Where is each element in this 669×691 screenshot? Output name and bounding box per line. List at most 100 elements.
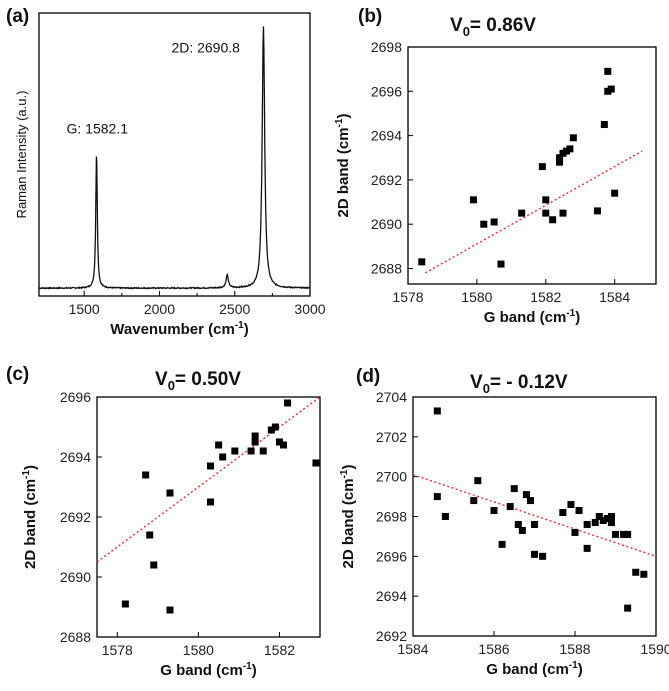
data-point (284, 399, 292, 407)
chart-title: V0= 0.50V (155, 369, 241, 393)
y-tick-label: 2696 (371, 83, 402, 99)
x-tick-label: 2500 (219, 301, 250, 317)
y-tick-label: 2698 (371, 39, 402, 55)
fit-line (96, 396, 321, 563)
data-point (559, 209, 567, 217)
data-point (539, 552, 547, 560)
data-point (591, 518, 599, 526)
x-tick-label: 1586 (478, 641, 509, 657)
data-point (470, 497, 478, 505)
y-axis-label: 2D band (cm-1) (21, 465, 39, 569)
data-point (146, 531, 154, 539)
data-point (433, 493, 441, 501)
data-point (518, 209, 526, 217)
x-tick-label: 1588 (559, 641, 590, 657)
data-point (531, 520, 538, 528)
panel-d: (d) 1584 1586 1588 1590 2692 2694 2696 2698 2700 2… (339, 366, 669, 678)
annotation-g-peak: G: 1582.1 (67, 121, 129, 137)
data-point (215, 441, 223, 449)
data-point (510, 485, 518, 493)
data-point (275, 438, 283, 446)
x-tick-label: 1582 (530, 289, 561, 305)
data-point (559, 509, 567, 517)
data-point (271, 423, 279, 431)
y-axis-label: 2D band (cm-1) (334, 114, 352, 218)
plot-frame (412, 396, 657, 637)
x-tick-label: 1590 (640, 641, 669, 657)
data-point (121, 600, 129, 608)
data-point (312, 459, 320, 467)
panel-label: (c) (6, 364, 29, 385)
data-point (538, 163, 546, 171)
x-tick-label: 1578 (102, 642, 133, 658)
data-point (259, 447, 267, 455)
data-point (498, 540, 506, 548)
y-axis-label: 2D band (cm-1) (339, 465, 357, 569)
data-point (518, 526, 526, 534)
data-point (219, 453, 227, 461)
data-point (607, 513, 615, 520)
y-tick-label: 2698 (376, 509, 407, 525)
data-point (506, 503, 514, 511)
data-point (549, 216, 557, 224)
y-tick-label: 2692 (376, 628, 407, 644)
data-point (567, 501, 575, 509)
y-tick-label: 2700 (376, 469, 407, 485)
data-point (469, 196, 477, 204)
data-point (595, 513, 603, 520)
data-point (611, 189, 619, 197)
x-tick-label: 1578 (392, 289, 423, 305)
x-tick-label: 1582 (264, 642, 295, 658)
y-tick-label: 2688 (371, 260, 402, 276)
data-point (207, 498, 215, 506)
data-point (632, 568, 640, 576)
x-axis-label: G band (cm-1) (484, 308, 580, 326)
x-tick-label: 1580 (461, 289, 492, 305)
data-point (433, 407, 441, 415)
y-tick-label: 2692 (60, 509, 91, 525)
data-point (231, 447, 239, 455)
data-point (490, 507, 498, 515)
data-point (556, 154, 564, 162)
y-tick-label: 2704 (376, 389, 407, 405)
data-point (480, 220, 488, 228)
fit-line (424, 150, 643, 274)
plot-frame (407, 46, 657, 285)
panel-c: (c) 1578 1580 1582 2688 2690 2692 2694 2696 V0= 0… (6, 364, 321, 679)
x-axis-label: Wavenumber (cm-1) (110, 320, 248, 338)
data-point (207, 462, 215, 470)
data-point (569, 134, 577, 142)
annotation-2d-peak: 2D: 2690.8 (171, 39, 240, 55)
data-point (531, 550, 538, 558)
x-tick-label: 1584 (599, 289, 630, 305)
data-point (514, 520, 522, 528)
panel-label: (a) (6, 6, 29, 27)
data-point (556, 158, 564, 166)
y-tick-label: 2702 (376, 429, 407, 445)
data-point (603, 514, 611, 522)
y-tick-label: 2690 (371, 216, 402, 232)
data-point (607, 518, 615, 526)
y-tick-label: 2692 (371, 172, 402, 188)
chart-title: V0= - 0.12V (470, 372, 568, 396)
y-tick-label: 2696 (60, 389, 91, 405)
data-point (251, 438, 259, 446)
data-point (593, 207, 601, 215)
data-point (251, 432, 259, 440)
data-point (583, 544, 591, 552)
y-tick-label: 2688 (60, 629, 91, 645)
data-point (418, 258, 426, 266)
panel-label: (b) (358, 6, 382, 27)
data-point (526, 497, 534, 505)
data-point (497, 260, 505, 268)
x-tick-label: 2000 (144, 301, 175, 317)
data-point (542, 209, 550, 217)
data-point (607, 85, 615, 93)
data-point (267, 426, 275, 434)
data-point (566, 145, 574, 153)
data-point (280, 441, 288, 449)
data-point (575, 507, 583, 515)
plot-frame (38, 12, 311, 297)
plot-frame (96, 396, 321, 638)
data-point (600, 121, 608, 129)
